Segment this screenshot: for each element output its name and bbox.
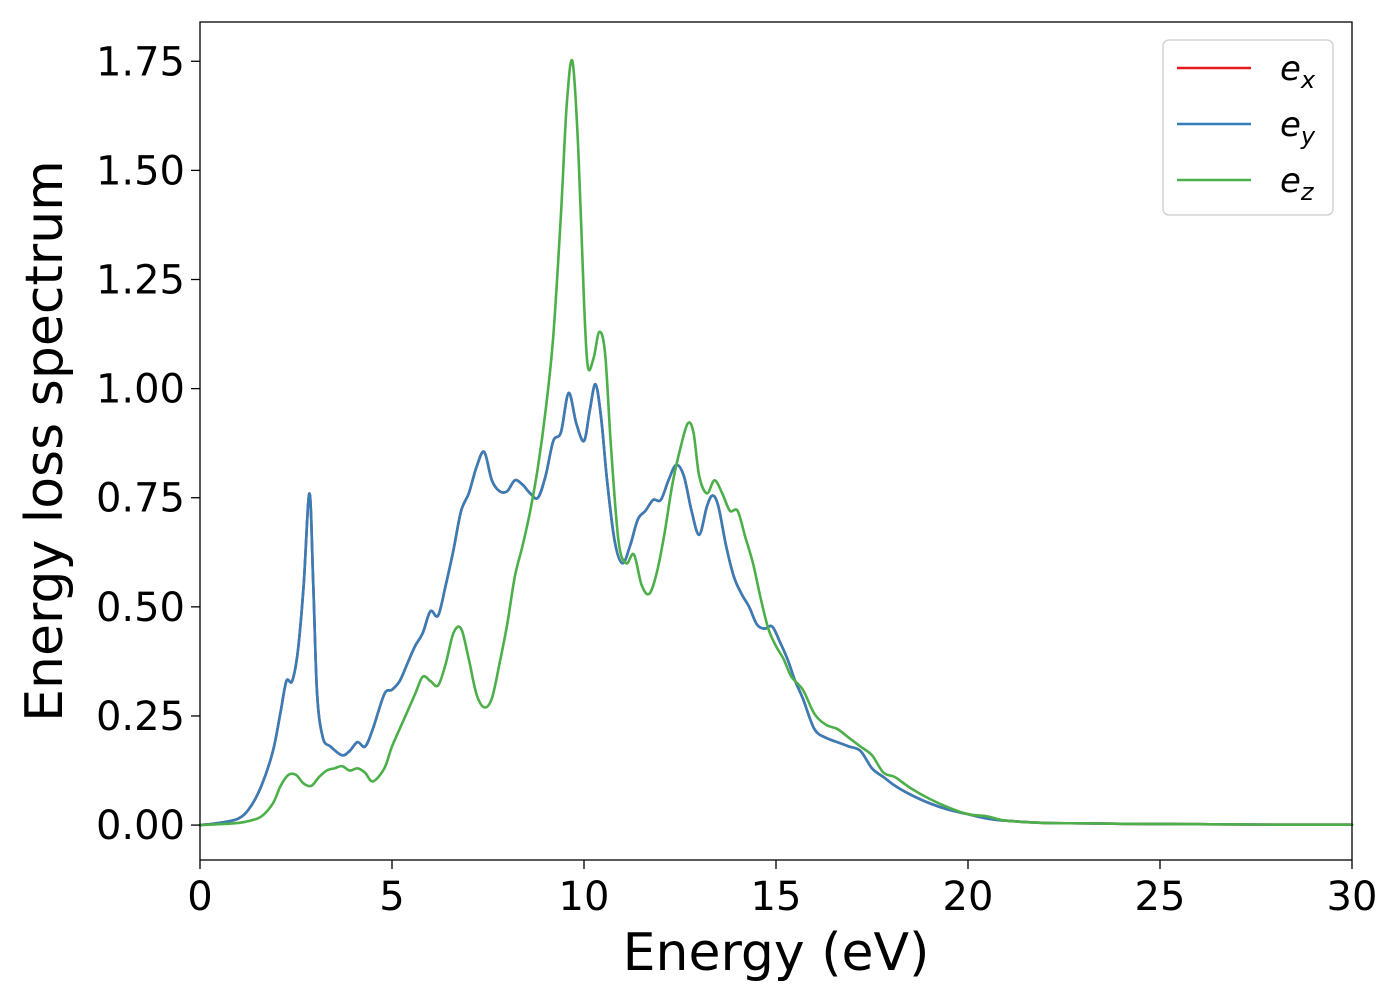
legend-label-ey: ey (1280, 105, 1316, 150)
legend-label-base: e (1280, 161, 1301, 201)
y-tick-label: 0.50 (96, 585, 185, 631)
x-tick-label: 0 (187, 874, 212, 920)
series-line-ex (198, 382, 1354, 827)
y-tick-label: 0.75 (96, 476, 185, 522)
x-axis-label: Energy (eV) (623, 923, 930, 983)
x-tick-label: 15 (751, 874, 802, 920)
x-tick-label: 25 (1135, 874, 1186, 920)
y-tick-label: 1.00 (96, 367, 185, 413)
legend-label-ex: ex (1280, 49, 1316, 94)
legend-label-subscript: z (1300, 178, 1315, 206)
series-line-ey (198, 382, 1354, 827)
y-axis-ticks: 0.00 0.25 0.50 0.75 1.00 1.25 1.50 1.75 (96, 39, 200, 849)
series-line-ez (198, 58, 1354, 827)
legend-label-base: e (1280, 105, 1301, 145)
series-lines (198, 58, 1354, 827)
x-tick-label: 20 (943, 874, 994, 920)
y-tick-label: 1.50 (96, 148, 185, 194)
y-tick-label: 1.75 (96, 39, 185, 85)
legend-box (1162, 39, 1334, 216)
legend-label-subscript: x (1300, 66, 1316, 94)
y-tick-label: 0.25 (96, 694, 185, 740)
legend-label-subscript: y (1300, 122, 1316, 150)
legend-label-base: e (1280, 49, 1301, 89)
y-tick-label: 0.00 (96, 803, 185, 849)
x-tick-label: 30 (1327, 874, 1378, 920)
x-tick-label: 10 (559, 874, 610, 920)
x-tick-label: 5 (379, 874, 404, 920)
y-axis-label: Energy loss spectrum (15, 160, 75, 722)
legend-label-ez: ez (1280, 161, 1315, 206)
y-tick-label: 1.25 (96, 258, 185, 304)
x-axis-ticks: 0 5 10 15 20 25 30 (187, 860, 1377, 920)
